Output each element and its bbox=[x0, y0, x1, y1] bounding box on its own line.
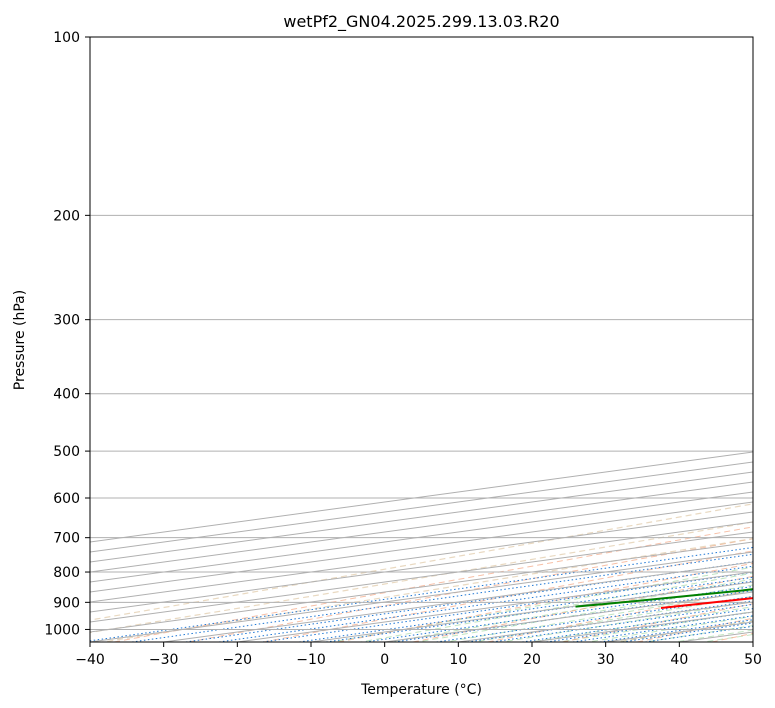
x-axis: −40 −30 −20 −10 0 10 20 30 40 50 bbox=[75, 642, 762, 668]
y-tick-label: 700 bbox=[53, 531, 80, 547]
isotherm-line bbox=[90, 451, 753, 543]
x-tick-label: 20 bbox=[523, 652, 541, 668]
dry-adiabat bbox=[188, 538, 753, 642]
plot-area: 0.10.20.40.611.52346810131620253036-100-… bbox=[90, 37, 753, 642]
mixing-ratio-line bbox=[492, 603, 753, 642]
x-tick-label: 10 bbox=[449, 652, 467, 668]
mixing-ratio-line bbox=[522, 608, 753, 642]
x-tick-label: −10 bbox=[296, 652, 326, 668]
y-tick-label: 200 bbox=[53, 208, 80, 224]
y-tick-label: 800 bbox=[53, 565, 80, 581]
isotherm-line bbox=[90, 461, 753, 553]
skewed-isotherms bbox=[90, 451, 753, 642]
isotherm-line bbox=[90, 531, 753, 623]
x-tick-label: 50 bbox=[744, 652, 762, 668]
x-tick-label: −20 bbox=[223, 652, 253, 668]
isotherm-line bbox=[90, 481, 753, 573]
isotherm-line bbox=[90, 511, 753, 603]
mixing-ratio-line bbox=[131, 553, 753, 642]
y-tick-label: 300 bbox=[53, 313, 80, 329]
x-axis-label: Temperature (°C) bbox=[360, 682, 482, 698]
dry-adiabat bbox=[412, 575, 753, 642]
pressure-gridlines bbox=[90, 37, 753, 630]
chart-title: wetPf2_GN04.2025.299.13.03.R20 bbox=[283, 12, 559, 32]
isotherm-line bbox=[90, 521, 753, 613]
y-tick-label: 100 bbox=[53, 30, 80, 46]
dry-adiabat bbox=[114, 526, 753, 642]
dry-adiabat bbox=[338, 562, 753, 642]
y-tick-label: 900 bbox=[53, 595, 80, 611]
y-axis-label: Pressure (hPa) bbox=[12, 290, 28, 390]
isotherm-line bbox=[90, 491, 753, 583]
y-axis: 100 200 300 400 500 600 700 800 900 1000 bbox=[44, 30, 90, 638]
dry-adiabats bbox=[114, 526, 753, 642]
y-tick-label: 1000 bbox=[44, 622, 80, 638]
x-tick-label: 30 bbox=[597, 652, 615, 668]
x-tick-label: 0 bbox=[380, 652, 389, 668]
mixing-ratio-line bbox=[436, 596, 753, 642]
x-tick-label: −30 bbox=[149, 652, 179, 668]
isotherm-line bbox=[90, 471, 753, 563]
isotherm-line bbox=[90, 501, 753, 593]
x-tick-label: −40 bbox=[75, 652, 105, 668]
plot-frame bbox=[89, 36, 754, 643]
y-tick-label: 400 bbox=[53, 387, 80, 403]
y-tick-label: 500 bbox=[53, 444, 80, 460]
mixing-ratio-line bbox=[90, 546, 753, 642]
x-tick-label: 40 bbox=[670, 652, 688, 668]
y-tick-label: 600 bbox=[53, 491, 80, 507]
